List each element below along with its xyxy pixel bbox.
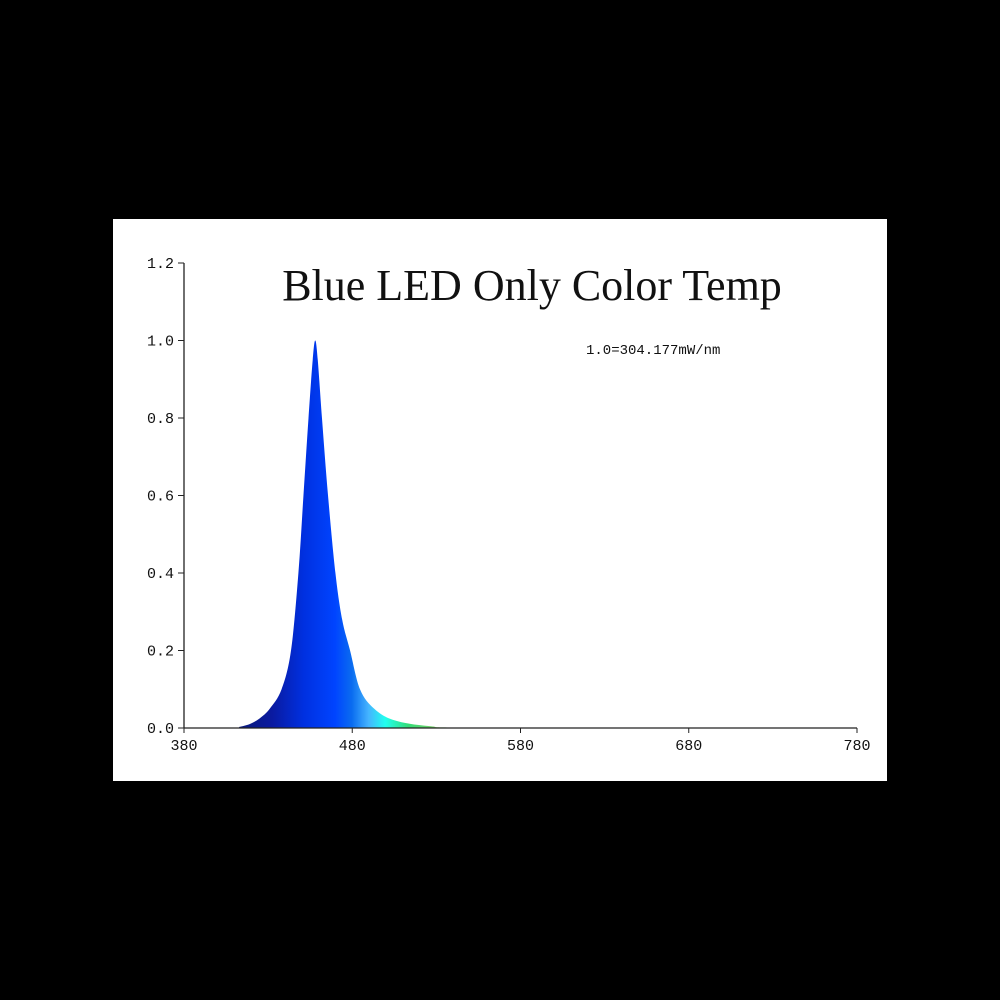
y-tick-label: 0.2	[147, 644, 174, 661]
x-tick-label: 380	[170, 738, 197, 755]
y-tick-label: 0.4	[147, 566, 174, 583]
y-tick-label: 1.0	[147, 334, 174, 351]
y-tick-label: 0.0	[147, 721, 174, 738]
x-tick-label: 780	[843, 738, 870, 755]
x-tick-label: 680	[675, 738, 702, 755]
y-tick-label: 0.6	[147, 489, 174, 506]
spectrum-area	[184, 340, 857, 728]
plot-background	[113, 219, 887, 781]
y-tick-label: 0.8	[147, 411, 174, 428]
x-tick-label: 580	[507, 738, 534, 755]
y-tick-label: 1.2	[147, 256, 174, 273]
x-tick-label: 480	[339, 738, 366, 755]
annotation: 1.0=304.177mW/nm	[586, 343, 720, 359]
chart-title: Blue LED Only Color Temp	[282, 261, 782, 310]
